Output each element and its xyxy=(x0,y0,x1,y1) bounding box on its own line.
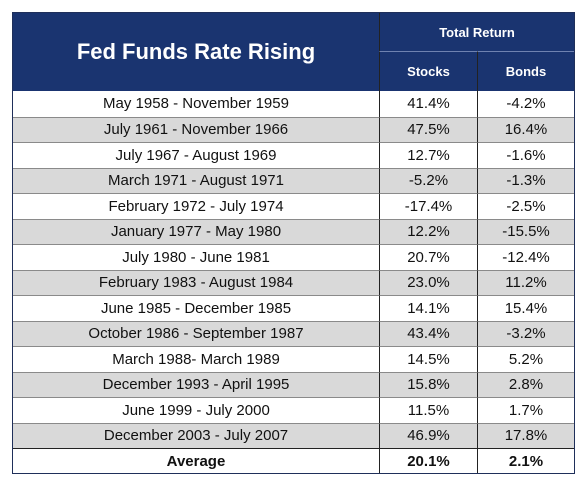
return-value: -5.2% xyxy=(379,167,477,193)
return-value: 11.2% xyxy=(477,269,574,295)
period: February 1983 - August 1984 xyxy=(13,269,379,295)
column-header: Bonds xyxy=(477,51,574,91)
return-value: 23.0% xyxy=(379,269,477,295)
column-header: Stocks xyxy=(379,51,477,91)
returns-table: Fed Funds Rate Rising Total Return Stocks B… xyxy=(12,12,575,474)
period: January 1977 - May 1980 xyxy=(13,218,379,244)
return-value: -1.6% xyxy=(477,142,574,168)
return-value: 20.7% xyxy=(379,244,477,270)
return-value: 41.4% xyxy=(379,91,477,117)
return-value: -2.5% xyxy=(477,193,574,219)
period: May 1958 - November 1959 xyxy=(103,95,289,113)
period: December 1993 - April 1995 xyxy=(13,371,379,397)
return-value: -4.2% xyxy=(477,91,574,117)
return-value: 12.7% xyxy=(379,142,477,168)
period: July 1961 - November 1966 xyxy=(13,116,379,142)
group-header: Total Return xyxy=(379,13,574,51)
return-value: 46.9% xyxy=(379,422,477,448)
return-value: -1.3% xyxy=(477,167,574,193)
period: June 1985 - December 1985 xyxy=(13,295,379,321)
period: October 1986 - September 1987 xyxy=(13,320,379,346)
average-value: 2.1% xyxy=(477,448,574,473)
return-value: 15.4% xyxy=(477,295,574,321)
return-value: -15.5% xyxy=(477,218,574,244)
average-value: 20.1% xyxy=(379,448,477,473)
period: December 2003 - July 2007 xyxy=(13,422,379,448)
period: March 1988- March 1989 xyxy=(13,346,379,372)
title: Fed Funds Rate Rising xyxy=(13,13,379,91)
return-value: 16.4% xyxy=(477,116,574,142)
return-value: 14.1% xyxy=(379,295,477,321)
return-value: 14.5% xyxy=(379,346,477,372)
period: July 1967 - August 1969 xyxy=(13,142,379,168)
return-value: -12.4% xyxy=(477,244,574,270)
return-value: 11.5% xyxy=(379,397,477,423)
return-value: 43.4% xyxy=(379,320,477,346)
period: June 1999 - July 2000 xyxy=(13,397,379,423)
return-value: 5.2% xyxy=(477,346,574,372)
return-value: 12.2% xyxy=(379,218,477,244)
return-value: 47.5% xyxy=(379,116,477,142)
return-value: 17.8% xyxy=(477,422,574,448)
return-value: 1.7% xyxy=(477,397,574,423)
period: July 1980 - June 1981 xyxy=(13,244,379,270)
period: March 1971 - August 1971 xyxy=(13,167,379,193)
return-value: -3.2% xyxy=(477,320,574,346)
return-value: -17.4% xyxy=(379,193,477,219)
return-value: 2.8% xyxy=(477,371,574,397)
return-value: 15.8% xyxy=(379,371,477,397)
period: February 1972 - July 1974 xyxy=(13,193,379,219)
average-label: Average xyxy=(13,448,379,473)
